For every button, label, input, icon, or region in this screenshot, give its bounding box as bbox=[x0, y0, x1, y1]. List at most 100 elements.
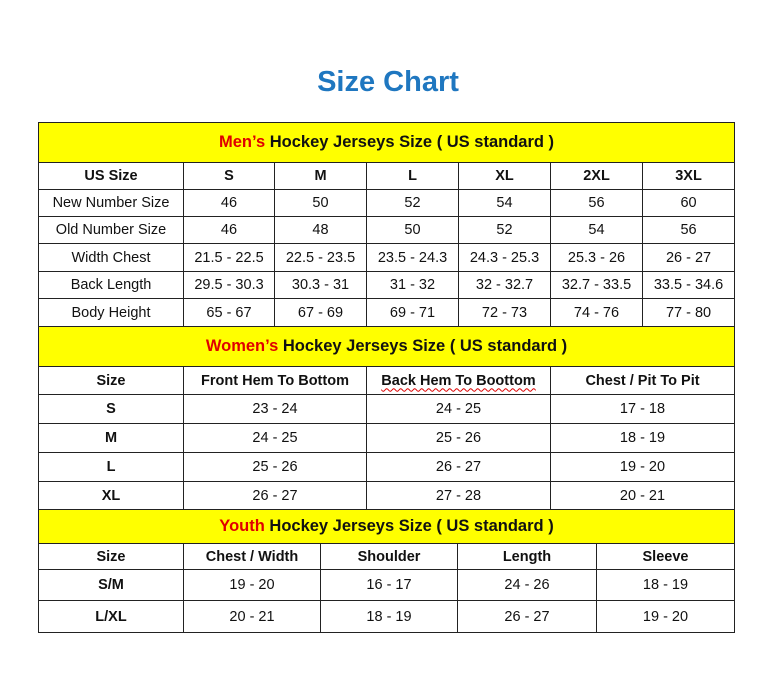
table-cell: 56 bbox=[641, 216, 736, 244]
row-label: Body Height bbox=[38, 298, 184, 327]
column-header: Front Hem To Bottom bbox=[183, 366, 367, 395]
column-header: Chest / Width bbox=[183, 543, 321, 570]
table-cell: 26 - 27 bbox=[641, 243, 736, 272]
section-title: Men’s Hockey Jerseys Size ( US standard … bbox=[37, 122, 736, 163]
table-cell: 33.5 - 34.6 bbox=[641, 271, 736, 299]
row-label: S/M bbox=[38, 569, 184, 601]
table-cell: 69 - 71 bbox=[366, 298, 459, 327]
table-cell: 65 - 67 bbox=[183, 298, 275, 327]
table-cell: 19 - 20 bbox=[549, 452, 736, 482]
column-header: L bbox=[366, 162, 459, 190]
women-section-header: Women’s Hockey Jerseys Size ( US standar… bbox=[37, 326, 736, 367]
table-row: Back Length 29.5 - 30.3 30.3 - 31 31 - 32 32… bbox=[38, 271, 736, 299]
column-header-row: Size Chest / Width Shoulder Length Sleeve bbox=[38, 543, 736, 570]
table-cell: 60 bbox=[641, 189, 736, 217]
table-cell: 67 - 69 bbox=[274, 298, 367, 327]
table-cell: 21.5 - 22.5 bbox=[183, 243, 275, 272]
table-cell: 32.7 - 33.5 bbox=[550, 271, 643, 299]
table-cell: 25 - 26 bbox=[183, 452, 367, 482]
column-header-label: L bbox=[408, 168, 417, 184]
table-row: L/XL 20 - 21 18 - 19 26 - 27 19 - 20 bbox=[38, 600, 736, 633]
column-header: Length bbox=[457, 543, 597, 570]
column-header-label: S bbox=[224, 168, 234, 184]
column-header: Shoulder bbox=[320, 543, 458, 570]
row-label: S bbox=[38, 394, 184, 424]
row-label: L bbox=[38, 452, 184, 482]
table-cell: 19 - 20 bbox=[595, 600, 736, 633]
column-header: Chest / Pit To Pit bbox=[549, 366, 736, 395]
table-cell: 24 - 25 bbox=[366, 394, 551, 424]
row-label: L/XL bbox=[38, 600, 184, 633]
table-cell: 17 - 18 bbox=[549, 394, 736, 424]
table-cell: 27 - 28 bbox=[366, 481, 551, 510]
column-header-row: Size Front Hem To Bottom Back Hem To Boott… bbox=[38, 366, 736, 395]
women-size-table: Women’s Hockey Jerseys Size ( US standar… bbox=[37, 326, 736, 510]
column-header-label: Size bbox=[96, 548, 126, 565]
column-header: M bbox=[274, 162, 367, 190]
table-cell: 30.3 - 31 bbox=[274, 271, 367, 299]
table-cell: 20 - 21 bbox=[183, 600, 321, 633]
table-cell: 25 - 26 bbox=[366, 423, 551, 453]
table-cell: 74 - 76 bbox=[550, 298, 643, 327]
column-header-label: Sleeve bbox=[642, 548, 689, 565]
table-row: XL 26 - 27 27 - 28 20 - 21 bbox=[38, 481, 736, 510]
column-header-label: Chest / Pit To Pit bbox=[585, 372, 700, 389]
table-row: Old Number Size 46 48 50 52 54 56 bbox=[38, 216, 736, 244]
page-title: Size Chart bbox=[317, 66, 459, 98]
row-label: Back Length bbox=[38, 271, 184, 299]
table-cell: 20 - 21 bbox=[549, 481, 736, 510]
row-label: M bbox=[38, 423, 184, 453]
table-cell: 72 - 73 bbox=[458, 298, 551, 327]
table-cell: 19 - 20 bbox=[183, 569, 321, 601]
row-label: Width Chest bbox=[38, 243, 184, 272]
section-title-highlight: Men’s bbox=[219, 133, 266, 151]
table-cell: 29.5 - 30.3 bbox=[183, 271, 275, 299]
table-cell: 26 - 27 bbox=[183, 481, 367, 510]
section-title-highlight: Youth bbox=[219, 517, 265, 535]
table-cell: 46 bbox=[183, 216, 275, 244]
column-header-row: US Size S M L XL 2XL 3XL bbox=[38, 162, 736, 190]
column-header-label: Size bbox=[96, 372, 126, 389]
column-header-label: 3XL bbox=[675, 168, 702, 184]
table-cell: 46 bbox=[183, 189, 275, 217]
table-cell: 23.5 - 24.3 bbox=[366, 243, 459, 272]
table-row: L 25 - 26 26 - 27 19 - 20 bbox=[38, 452, 736, 482]
table-row: New Number Size 46 50 52 54 56 60 bbox=[38, 189, 736, 217]
table-cell: 52 bbox=[366, 189, 459, 217]
column-header: 3XL bbox=[641, 162, 736, 190]
table-cell: 22.5 - 23.5 bbox=[274, 243, 367, 272]
table-cell: 25.3 - 26 bbox=[550, 243, 643, 272]
size-chart-tables: Men’s Hockey Jerseys Size ( US standard … bbox=[37, 122, 736, 633]
section-title-highlight: Women’s bbox=[205, 337, 279, 355]
table-row: S 23 - 24 24 - 25 17 - 18 bbox=[38, 394, 736, 424]
column-header-label: US Size bbox=[84, 168, 138, 184]
column-header: XL bbox=[458, 162, 551, 190]
table-cell: 24 - 26 bbox=[457, 569, 597, 601]
table-cell: 50 bbox=[366, 216, 459, 244]
men-size-table: Men’s Hockey Jerseys Size ( US standard … bbox=[37, 122, 736, 327]
column-header: Sleeve bbox=[595, 543, 736, 570]
section-title: Women’s Hockey Jerseys Size ( US standar… bbox=[37, 326, 736, 367]
table-cell: 24 - 25 bbox=[183, 423, 367, 453]
table-cell: 24.3 - 25.3 bbox=[458, 243, 551, 272]
table-cell: 77 - 80 bbox=[641, 298, 736, 327]
table-cell: 54 bbox=[458, 189, 551, 217]
row-label: XL bbox=[38, 481, 184, 510]
table-cell: 16 - 17 bbox=[320, 569, 458, 601]
section-title-text: Hockey Jerseys Size ( US standard ) bbox=[265, 133, 555, 151]
column-header-label: Back Hem To Boottom bbox=[381, 372, 536, 389]
table-cell: 32 - 32.7 bbox=[458, 271, 551, 299]
column-header-label: Chest / Width bbox=[205, 548, 299, 565]
row-label: New Number Size bbox=[38, 189, 184, 217]
table-cell: 56 bbox=[550, 189, 643, 217]
table-cell: 54 bbox=[550, 216, 643, 244]
table-cell: 18 - 19 bbox=[320, 600, 458, 633]
table-cell: 23 - 24 bbox=[183, 394, 367, 424]
column-header-label: Shoulder bbox=[357, 548, 421, 565]
section-title-text: Hockey Jerseys Size ( US standard ) bbox=[264, 517, 554, 535]
column-header-label: Front Hem To Bottom bbox=[201, 372, 349, 389]
table-row: Width Chest 21.5 - 22.5 22.5 - 23.5 23.5 - … bbox=[38, 243, 736, 272]
row-label: Old Number Size bbox=[38, 216, 184, 244]
column-header: Size bbox=[38, 366, 184, 395]
table-cell: 26 - 27 bbox=[457, 600, 597, 633]
